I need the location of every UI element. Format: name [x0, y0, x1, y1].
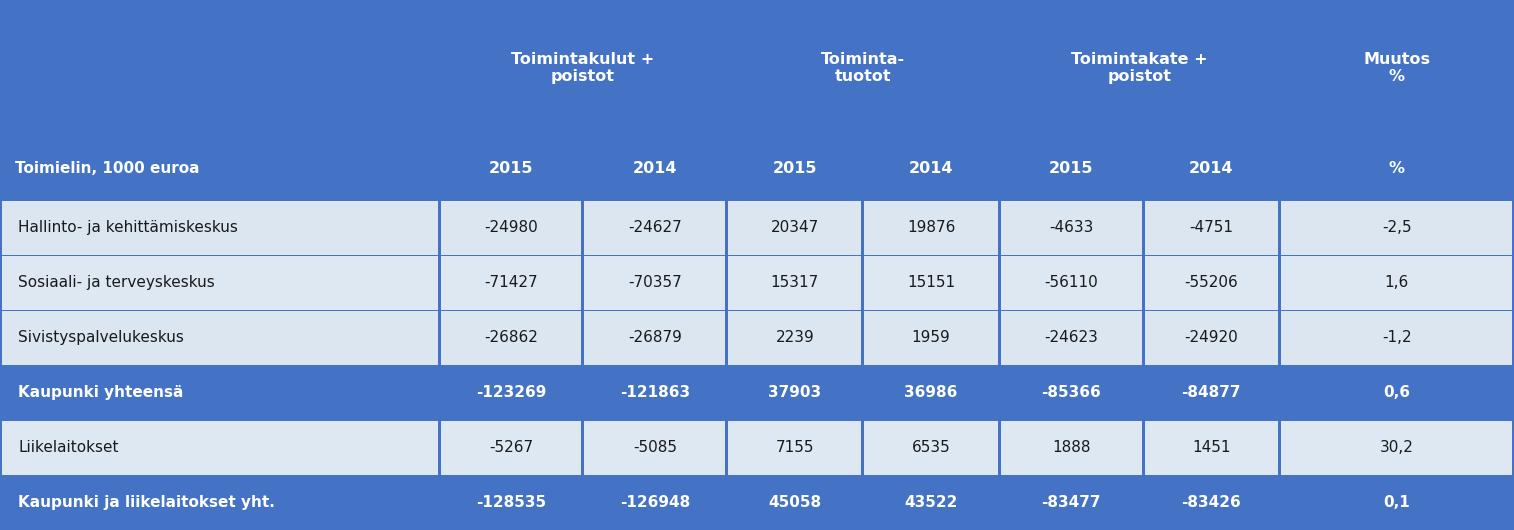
FancyBboxPatch shape — [1281, 256, 1512, 310]
FancyBboxPatch shape — [441, 475, 581, 529]
FancyBboxPatch shape — [1145, 311, 1278, 365]
Text: -83477: -83477 — [1042, 495, 1101, 510]
FancyBboxPatch shape — [728, 421, 861, 474]
Text: -71427: -71427 — [484, 276, 537, 290]
Text: -56110: -56110 — [1045, 276, 1098, 290]
FancyBboxPatch shape — [441, 311, 581, 365]
Text: -83426: -83426 — [1181, 495, 1241, 510]
FancyBboxPatch shape — [864, 421, 998, 474]
FancyBboxPatch shape — [1281, 366, 1512, 420]
Text: 2014: 2014 — [1188, 161, 1234, 176]
Text: %: % — [1388, 161, 1405, 176]
Text: -2,5: -2,5 — [1382, 220, 1411, 235]
FancyBboxPatch shape — [2, 421, 438, 474]
Text: 2239: 2239 — [775, 330, 815, 346]
Text: 45058: 45058 — [768, 495, 822, 510]
FancyBboxPatch shape — [864, 256, 998, 310]
Text: -26879: -26879 — [628, 330, 681, 346]
FancyBboxPatch shape — [728, 201, 861, 255]
FancyBboxPatch shape — [584, 256, 725, 310]
FancyBboxPatch shape — [2, 201, 438, 255]
Text: -121863: -121863 — [619, 385, 690, 400]
FancyBboxPatch shape — [728, 256, 861, 310]
FancyBboxPatch shape — [584, 366, 725, 420]
FancyBboxPatch shape — [441, 137, 581, 200]
Text: 2014: 2014 — [908, 161, 954, 176]
Text: -4633: -4633 — [1049, 220, 1093, 235]
Text: 1451: 1451 — [1192, 440, 1231, 455]
Text: 43522: 43522 — [904, 495, 958, 510]
Text: 1959: 1959 — [911, 330, 951, 346]
FancyBboxPatch shape — [1145, 137, 1278, 200]
Text: 19876: 19876 — [907, 220, 955, 235]
Text: 1,6: 1,6 — [1384, 276, 1410, 290]
FancyBboxPatch shape — [864, 137, 998, 200]
Text: 0,6: 0,6 — [1384, 385, 1410, 400]
FancyBboxPatch shape — [1001, 311, 1142, 365]
FancyBboxPatch shape — [728, 137, 861, 200]
Text: -24627: -24627 — [628, 220, 681, 235]
FancyBboxPatch shape — [2, 1, 438, 136]
FancyBboxPatch shape — [441, 366, 581, 420]
Text: -5085: -5085 — [633, 440, 677, 455]
FancyBboxPatch shape — [1281, 137, 1512, 200]
Text: Kaupunki yhteensä: Kaupunki yhteensä — [18, 385, 183, 400]
FancyBboxPatch shape — [1145, 366, 1278, 420]
Text: 2015: 2015 — [772, 161, 818, 176]
Text: 1888: 1888 — [1052, 440, 1090, 455]
FancyBboxPatch shape — [584, 421, 725, 474]
FancyBboxPatch shape — [1001, 137, 1142, 200]
FancyBboxPatch shape — [2, 366, 438, 420]
Text: -84877: -84877 — [1181, 385, 1241, 400]
FancyBboxPatch shape — [1281, 311, 1512, 365]
FancyBboxPatch shape — [441, 256, 581, 310]
Text: -5267: -5267 — [489, 440, 533, 455]
FancyBboxPatch shape — [2, 256, 438, 310]
Text: Sivistyspalvelukeskus: Sivistyspalvelukeskus — [18, 330, 185, 346]
FancyBboxPatch shape — [1001, 1, 1278, 136]
FancyBboxPatch shape — [728, 1, 998, 136]
Text: -123269: -123269 — [475, 385, 547, 400]
FancyBboxPatch shape — [1281, 421, 1512, 474]
FancyBboxPatch shape — [728, 475, 861, 529]
Text: Liikelaitokset: Liikelaitokset — [18, 440, 118, 455]
FancyBboxPatch shape — [1001, 256, 1142, 310]
Text: 2015: 2015 — [489, 161, 533, 176]
Text: 30,2: 30,2 — [1379, 440, 1414, 455]
FancyBboxPatch shape — [584, 475, 725, 529]
FancyBboxPatch shape — [1001, 421, 1142, 474]
Text: Toimielin, 1000 euroa: Toimielin, 1000 euroa — [15, 161, 200, 176]
Text: -85366: -85366 — [1042, 385, 1101, 400]
Text: -24623: -24623 — [1045, 330, 1098, 346]
Text: Sosiaali- ja terveyskeskus: Sosiaali- ja terveyskeskus — [18, 276, 215, 290]
FancyBboxPatch shape — [441, 1, 725, 136]
Text: 2014: 2014 — [633, 161, 677, 176]
Text: Toimintakate +
poistot: Toimintakate + poistot — [1070, 52, 1208, 84]
FancyBboxPatch shape — [1281, 475, 1512, 529]
Text: 37903: 37903 — [768, 385, 822, 400]
FancyBboxPatch shape — [728, 366, 861, 420]
Text: 0,1: 0,1 — [1384, 495, 1410, 510]
FancyBboxPatch shape — [864, 201, 998, 255]
Text: 20347: 20347 — [771, 220, 819, 235]
FancyBboxPatch shape — [864, 475, 998, 529]
FancyBboxPatch shape — [584, 137, 725, 200]
Text: 36986: 36986 — [904, 385, 958, 400]
Text: -128535: -128535 — [475, 495, 547, 510]
Text: -126948: -126948 — [619, 495, 690, 510]
FancyBboxPatch shape — [1145, 475, 1278, 529]
FancyBboxPatch shape — [1001, 201, 1142, 255]
FancyBboxPatch shape — [1145, 256, 1278, 310]
Text: 2015: 2015 — [1049, 161, 1093, 176]
FancyBboxPatch shape — [1001, 475, 1142, 529]
Text: -1,2: -1,2 — [1382, 330, 1411, 346]
Text: 7155: 7155 — [775, 440, 815, 455]
Text: Toiminta-
tuotot: Toiminta- tuotot — [821, 52, 905, 84]
FancyBboxPatch shape — [441, 421, 581, 474]
Text: Kaupunki ja liikelaitokset yht.: Kaupunki ja liikelaitokset yht. — [18, 495, 276, 510]
Text: Hallinto- ja kehittämiskeskus: Hallinto- ja kehittämiskeskus — [18, 220, 238, 235]
Text: -4751: -4751 — [1188, 220, 1234, 235]
FancyBboxPatch shape — [2, 311, 438, 365]
Text: -24920: -24920 — [1184, 330, 1238, 346]
